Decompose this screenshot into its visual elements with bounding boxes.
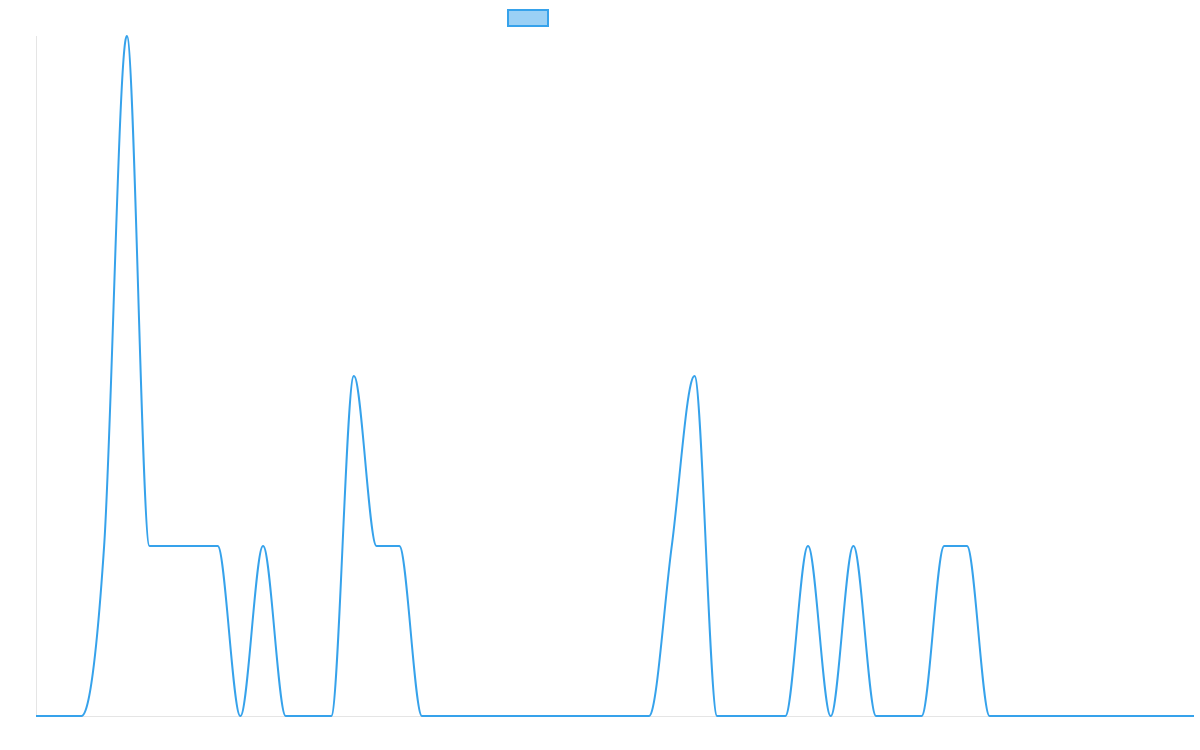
data-point[interactable]	[873, 713, 879, 719]
data-point[interactable]	[964, 543, 970, 549]
data-point[interactable]	[1077, 713, 1083, 719]
data-point[interactable]	[237, 713, 243, 719]
data-point[interactable]	[78, 713, 84, 719]
data-point[interactable]	[850, 543, 856, 549]
data-point[interactable]	[737, 713, 743, 719]
data-point[interactable]	[283, 713, 289, 719]
data-point[interactable]	[919, 713, 925, 719]
data-point[interactable]	[328, 713, 334, 719]
series-layer	[36, 35, 1194, 717]
data-point[interactable]	[623, 713, 629, 719]
data-point[interactable]	[1168, 713, 1174, 719]
data-point[interactable]	[1191, 713, 1197, 719]
data-point[interactable]	[510, 713, 516, 719]
data-point[interactable]	[714, 713, 720, 719]
data-point[interactable]	[1009, 713, 1015, 719]
data-point[interactable]	[578, 713, 584, 719]
data-point[interactable]	[760, 713, 766, 719]
data-point[interactable]	[260, 543, 266, 549]
data-point[interactable]	[464, 713, 470, 719]
data-point[interactable]	[941, 543, 947, 549]
data-point[interactable]	[987, 713, 993, 719]
data-point[interactable]	[555, 713, 561, 719]
data-point[interactable]	[147, 543, 153, 549]
data-point[interactable]	[215, 543, 221, 549]
data-point[interactable]	[805, 543, 811, 549]
data-point[interactable]	[101, 543, 107, 549]
series-line	[36, 35, 1194, 717]
data-point[interactable]	[1055, 713, 1061, 719]
data-point[interactable]	[533, 713, 539, 719]
data-point[interactable]	[1123, 713, 1129, 719]
data-point[interactable]	[169, 543, 175, 549]
legend-swatch[interactable]	[507, 9, 549, 27]
data-point[interactable]	[56, 713, 62, 719]
data-point[interactable]	[419, 713, 425, 719]
data-point[interactable]	[1100, 713, 1106, 719]
data-point[interactable]	[601, 713, 607, 719]
data-point[interactable]	[782, 713, 788, 719]
data-point[interactable]	[691, 373, 697, 379]
legend[interactable]	[507, 9, 549, 27]
data-points	[33, 33, 1197, 719]
data-point[interactable]	[305, 713, 311, 719]
data-point[interactable]	[1032, 713, 1038, 719]
data-point[interactable]	[124, 33, 130, 39]
data-point[interactable]	[828, 713, 834, 719]
data-point[interactable]	[374, 543, 380, 549]
data-point[interactable]	[33, 713, 39, 719]
data-point[interactable]	[487, 713, 493, 719]
data-point[interactable]	[646, 713, 652, 719]
data-point[interactable]	[896, 713, 902, 719]
data-point[interactable]	[192, 543, 198, 549]
data-point[interactable]	[351, 373, 357, 379]
data-point[interactable]	[442, 713, 448, 719]
data-point[interactable]	[1146, 713, 1152, 719]
data-point[interactable]	[396, 543, 402, 549]
data-point[interactable]	[669, 543, 675, 549]
